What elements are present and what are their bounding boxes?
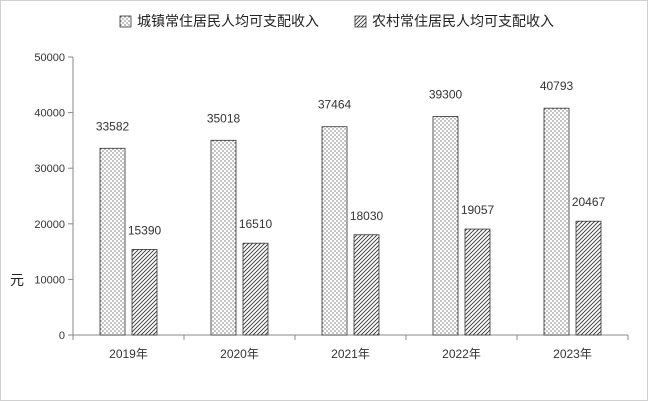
legend-swatch-urban [119,15,132,28]
bar-urban-income [543,107,570,336]
bar-rural-income [131,249,158,336]
legend-label-urban: 城镇常住居民人均可支配收入 [137,14,319,30]
y-tick-label: 20000 [34,219,65,231]
legend: 城镇常住居民人均可支配收入 农村常住居民人均可支配收入 [119,14,554,30]
data-labels: 33582 15390 35018 16510 37464 18030 39300 19057… [96,79,606,237]
data-label-rural: 19057 [461,203,495,217]
bar-rural-income [353,234,380,336]
data-label-rural: 20467 [572,195,606,209]
data-label-rural: 18030 [350,209,384,223]
data-label-urban: 33582 [96,119,130,133]
y-tick-label: 0 [59,330,65,342]
bar-urban-income [432,116,459,336]
x-category-label: 2022年 [442,347,481,361]
y-tick-label: 10000 [34,274,65,286]
x-category-label: 2021年 [331,347,370,361]
bar-urban-income [99,147,126,336]
bars [99,107,602,336]
y-tick-label: 50000 [34,52,65,64]
bar-rural-income [575,220,602,336]
y-axis-label: 元 [10,273,24,289]
bar-rural-income [242,242,269,336]
x-category-label: 2020年 [220,347,259,361]
data-label-urban: 35018 [207,111,241,125]
axes: 0 10000 20000 30000 40000 50000 2019年 2020年 2021… [34,52,629,361]
legend-swatch-rural [354,15,367,28]
bar-rural-income [464,228,491,336]
data-label-rural: 16510 [239,217,273,231]
data-label-urban: 40793 [540,79,574,93]
data-label-urban: 39300 [429,87,463,101]
data-label-rural: 15390 [128,223,162,237]
x-category-label: 2019年 [109,347,148,361]
x-category-label: 2023年 [553,347,592,361]
y-tick-label: 30000 [34,163,65,175]
data-label-urban: 37464 [318,98,352,112]
bar-urban-income [210,139,237,336]
bar-urban-income [321,126,348,336]
legend-label-rural: 农村常住居民人均可支配收入 [372,14,554,30]
y-tick-label: 40000 [34,108,65,120]
